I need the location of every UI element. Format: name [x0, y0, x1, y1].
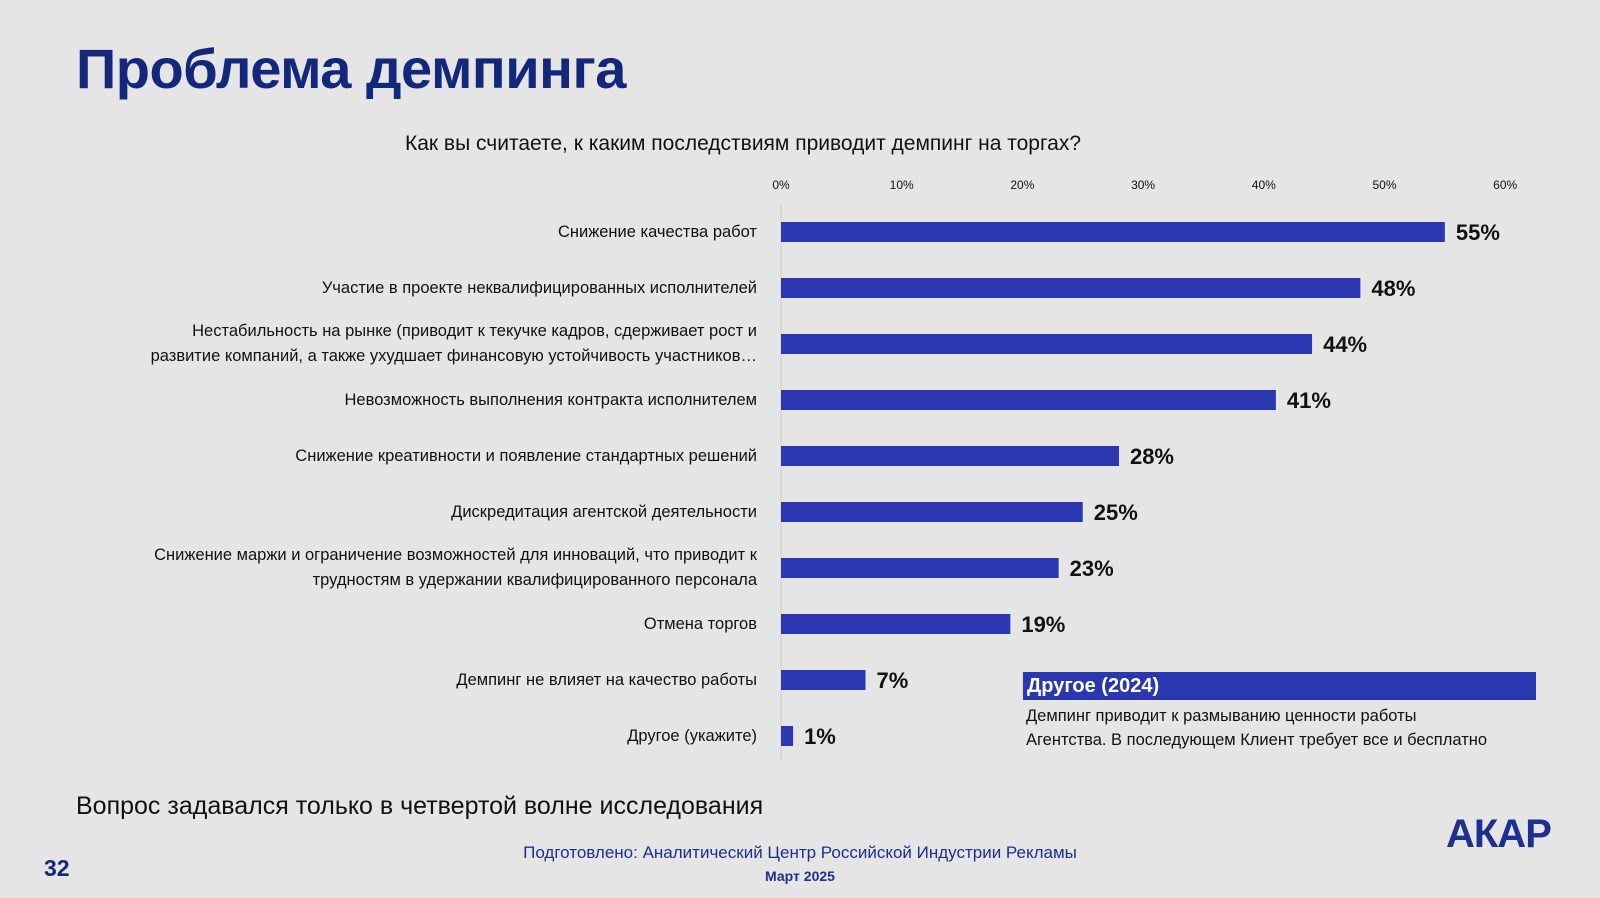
- bar: [781, 446, 1119, 466]
- other-2024-box: Другое (2024) Демпинг приводит к размыва…: [1023, 672, 1536, 752]
- bar-value-label: 44%: [1323, 332, 1367, 357]
- category-label-line: трудностям в удержании квалифицированног…: [312, 571, 757, 589]
- bar-value-label: 7%: [876, 668, 908, 693]
- footer-date: Март 2025: [765, 868, 835, 884]
- bar: [781, 614, 1011, 634]
- other-2024-text: Демпинг приводит к размыванию ценности р…: [1023, 700, 1536, 752]
- chart-title: Как вы считаете, к каким последствиям пр…: [405, 132, 1082, 155]
- category-label-line: Невозможность выполнения контракта испол…: [344, 390, 757, 409]
- bar-value-label: 48%: [1371, 276, 1415, 301]
- other-2024-line: Демпинг приводит к размыванию ценности р…: [1026, 707, 1417, 725]
- category-label: Дискредитация агентской деятельности: [37, 500, 757, 525]
- bar: [781, 334, 1313, 354]
- page-title: Проблема демпинга: [76, 37, 626, 100]
- category-label-line: Снижение маржи и ограничение возможносте…: [154, 546, 757, 564]
- other-2024-line: Агентства. В последующем Клиент требует …: [1026, 731, 1488, 749]
- category-label: Отмена торгов: [37, 612, 757, 637]
- category-label: Невозможность выполнения контракта испол…: [37, 388, 757, 413]
- bar: [781, 726, 794, 746]
- x-tick-label: 50%: [1372, 178, 1396, 192]
- category-label-line: Участие в проекте неквалифицированных ис…: [321, 278, 757, 297]
- bar: [781, 390, 1276, 410]
- category-label-line: Нестабильность на рынке (приводит к теку…: [192, 322, 757, 340]
- bar-value-label: 25%: [1094, 500, 1138, 525]
- category-label-line: Демпинг не влияет на качество работы: [456, 670, 757, 689]
- category-label: Другое (укажите): [37, 724, 757, 749]
- category-label: Снижение креативности и появление станда…: [37, 444, 757, 469]
- x-tick-label: 60%: [1493, 178, 1517, 192]
- bar-value-label: 55%: [1456, 220, 1500, 245]
- bar: [781, 670, 866, 690]
- bar-value-label: 19%: [1021, 612, 1065, 637]
- category-label-line: развитие компаний, а также ухудшает фина…: [150, 347, 757, 365]
- bar-chart: 0% 10% 20% 30% 40% 50% 60% 55% 48% 44% 41% 28% 25% 23…: [772, 178, 1518, 760]
- bar: [781, 558, 1059, 578]
- bar-value-label: 28%: [1130, 444, 1174, 469]
- category-label-line: Отмена торгов: [643, 614, 757, 633]
- category-label: Демпинг не влияет на качество работы: [37, 668, 757, 693]
- category-label-line: Снижение качества работ: [557, 222, 757, 241]
- x-tick-label: 10%: [890, 178, 914, 192]
- bar-value-label: 23%: [1070, 556, 1114, 581]
- x-tick-label: 40%: [1252, 178, 1276, 192]
- bar: [781, 278, 1361, 298]
- bar: [781, 502, 1083, 522]
- category-label-line: Дискредитация агентской деятельности: [451, 502, 757, 521]
- category-label-line: Другое (укажите): [627, 726, 757, 745]
- akar-logo: АКАР: [1446, 812, 1552, 856]
- page-number: 32: [44, 855, 70, 881]
- bar-value-label: 1%: [804, 724, 836, 749]
- bar-value-label: 41%: [1287, 388, 1331, 413]
- x-tick-label: 0%: [772, 178, 790, 192]
- category-label-line: Снижение креативности и появление станда…: [295, 446, 757, 465]
- category-label: Участие в проекте неквалифицированных ис…: [37, 276, 757, 301]
- bar: [781, 222, 1445, 242]
- category-label: Нестабильность на рынке (приводит к теку…: [37, 319, 757, 369]
- footer-prepared-by: Подготовлено: Аналитический Центр Россий…: [523, 843, 1077, 862]
- x-tick-label: 30%: [1131, 178, 1155, 192]
- other-2024-heading: Другое (2024): [1023, 672, 1536, 700]
- survey-note: Вопрос задавался только в четвертой волн…: [76, 792, 764, 820]
- x-tick-label: 20%: [1010, 178, 1034, 192]
- category-label: Снижение качества работ: [37, 220, 757, 245]
- category-label: Снижение маржи и ограничение возможносте…: [37, 543, 757, 593]
